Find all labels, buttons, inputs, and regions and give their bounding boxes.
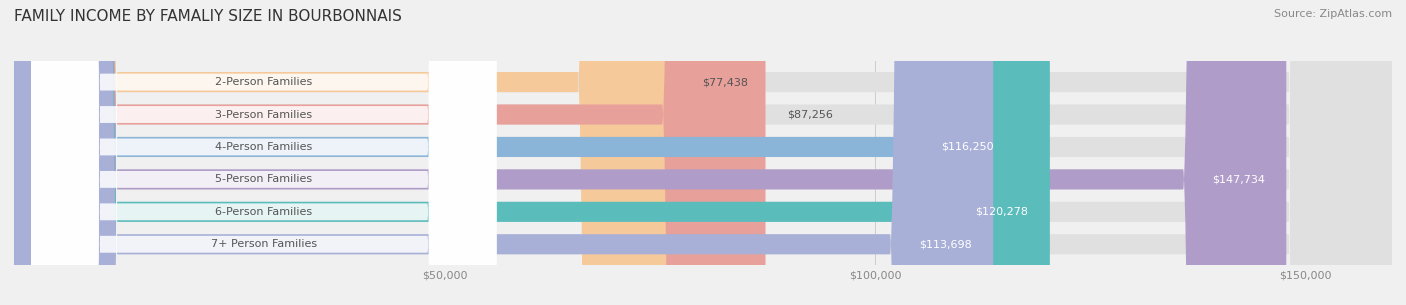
Text: $147,734: $147,734 bbox=[1212, 174, 1265, 185]
FancyBboxPatch shape bbox=[14, 0, 1392, 305]
FancyBboxPatch shape bbox=[31, 0, 496, 305]
Text: $87,256: $87,256 bbox=[787, 109, 832, 120]
FancyBboxPatch shape bbox=[14, 0, 765, 305]
Text: 3-Person Families: 3-Person Families bbox=[215, 109, 312, 120]
FancyBboxPatch shape bbox=[14, 0, 1392, 305]
FancyBboxPatch shape bbox=[31, 0, 496, 305]
FancyBboxPatch shape bbox=[14, 0, 681, 305]
FancyBboxPatch shape bbox=[31, 0, 496, 305]
FancyBboxPatch shape bbox=[14, 0, 1286, 305]
FancyBboxPatch shape bbox=[31, 0, 496, 305]
Text: $116,250: $116,250 bbox=[941, 142, 994, 152]
FancyBboxPatch shape bbox=[14, 0, 1392, 305]
FancyBboxPatch shape bbox=[14, 0, 1050, 305]
Text: $113,698: $113,698 bbox=[920, 239, 972, 249]
FancyBboxPatch shape bbox=[31, 0, 496, 305]
Text: 4-Person Families: 4-Person Families bbox=[215, 142, 312, 152]
Text: 5-Person Families: 5-Person Families bbox=[215, 174, 312, 185]
FancyBboxPatch shape bbox=[14, 0, 1015, 305]
Text: FAMILY INCOME BY FAMALIY SIZE IN BOURBONNAIS: FAMILY INCOME BY FAMALIY SIZE IN BOURBON… bbox=[14, 9, 402, 24]
Text: 6-Person Families: 6-Person Families bbox=[215, 207, 312, 217]
FancyBboxPatch shape bbox=[14, 0, 1392, 305]
FancyBboxPatch shape bbox=[14, 0, 1392, 305]
Text: $120,278: $120,278 bbox=[976, 207, 1028, 217]
FancyBboxPatch shape bbox=[14, 0, 1392, 305]
FancyBboxPatch shape bbox=[14, 0, 993, 305]
Text: 2-Person Families: 2-Person Families bbox=[215, 77, 312, 87]
Text: $77,438: $77,438 bbox=[703, 77, 748, 87]
FancyBboxPatch shape bbox=[31, 0, 496, 305]
Text: 7+ Person Families: 7+ Person Families bbox=[211, 239, 316, 249]
Text: Source: ZipAtlas.com: Source: ZipAtlas.com bbox=[1274, 9, 1392, 19]
